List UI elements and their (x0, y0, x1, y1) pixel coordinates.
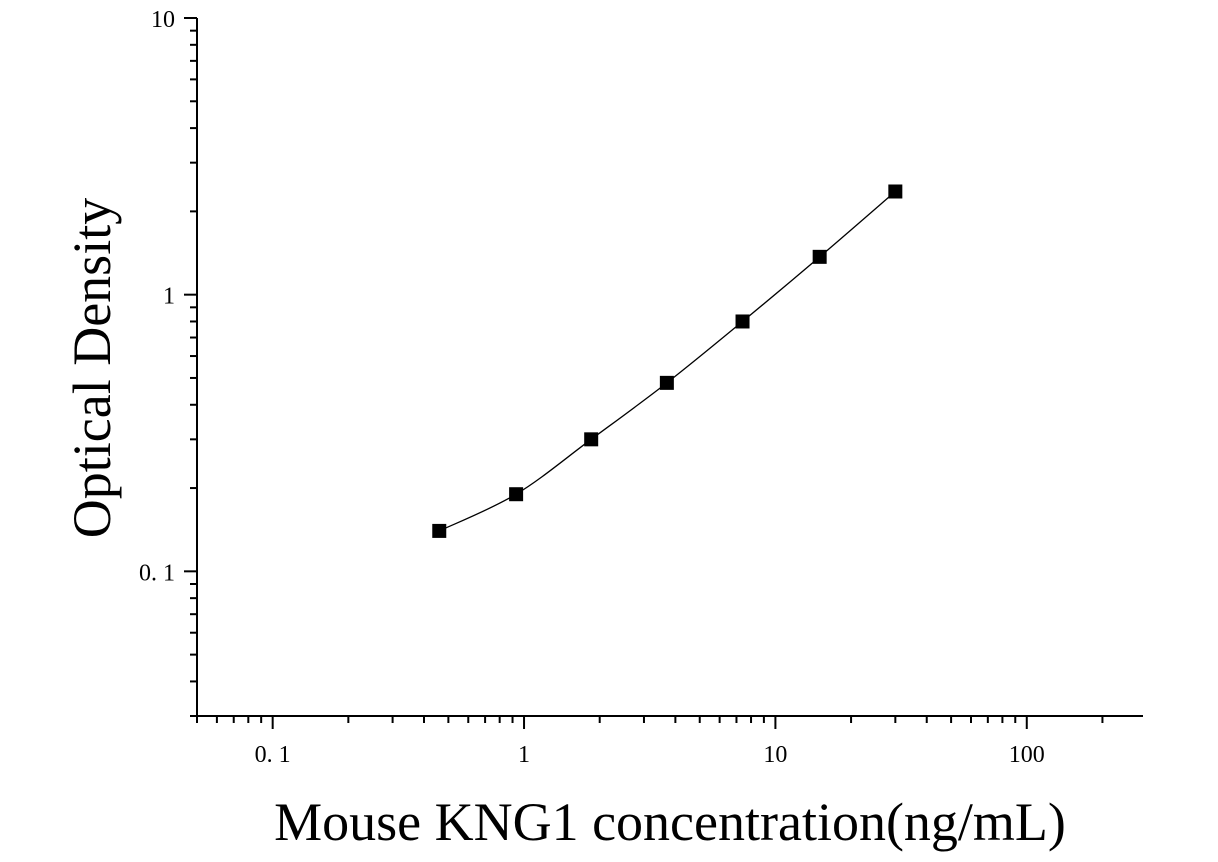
x-tick-label: 0. 1 (255, 742, 291, 768)
data-points (432, 184, 903, 538)
y-tick-label: 1 (163, 284, 175, 310)
x-tick-label: 1 (518, 742, 530, 768)
fit-curve-layer (438, 191, 896, 532)
y-tick-label: 10 (151, 7, 175, 33)
data-point (584, 432, 599, 447)
y-axis-title: Optical Density (62, 198, 122, 538)
data-point (432, 523, 447, 538)
fit-curve (438, 191, 896, 532)
x-axis-title: Mouse KNG1 concentration(ng/mL) (274, 792, 1066, 852)
x-tick-label: 100 (1009, 742, 1045, 768)
data-point (509, 487, 524, 502)
data-point (888, 184, 903, 199)
data-point (659, 375, 674, 390)
ticks: 0. 1 1 10 100 10 1 0. 1 (139, 7, 1104, 768)
axes (196, 18, 1143, 717)
y-tick-label: 0. 1 (139, 560, 175, 586)
x-tick-label: 10 (763, 742, 787, 768)
data-point (735, 314, 750, 329)
data-point (812, 249, 827, 264)
